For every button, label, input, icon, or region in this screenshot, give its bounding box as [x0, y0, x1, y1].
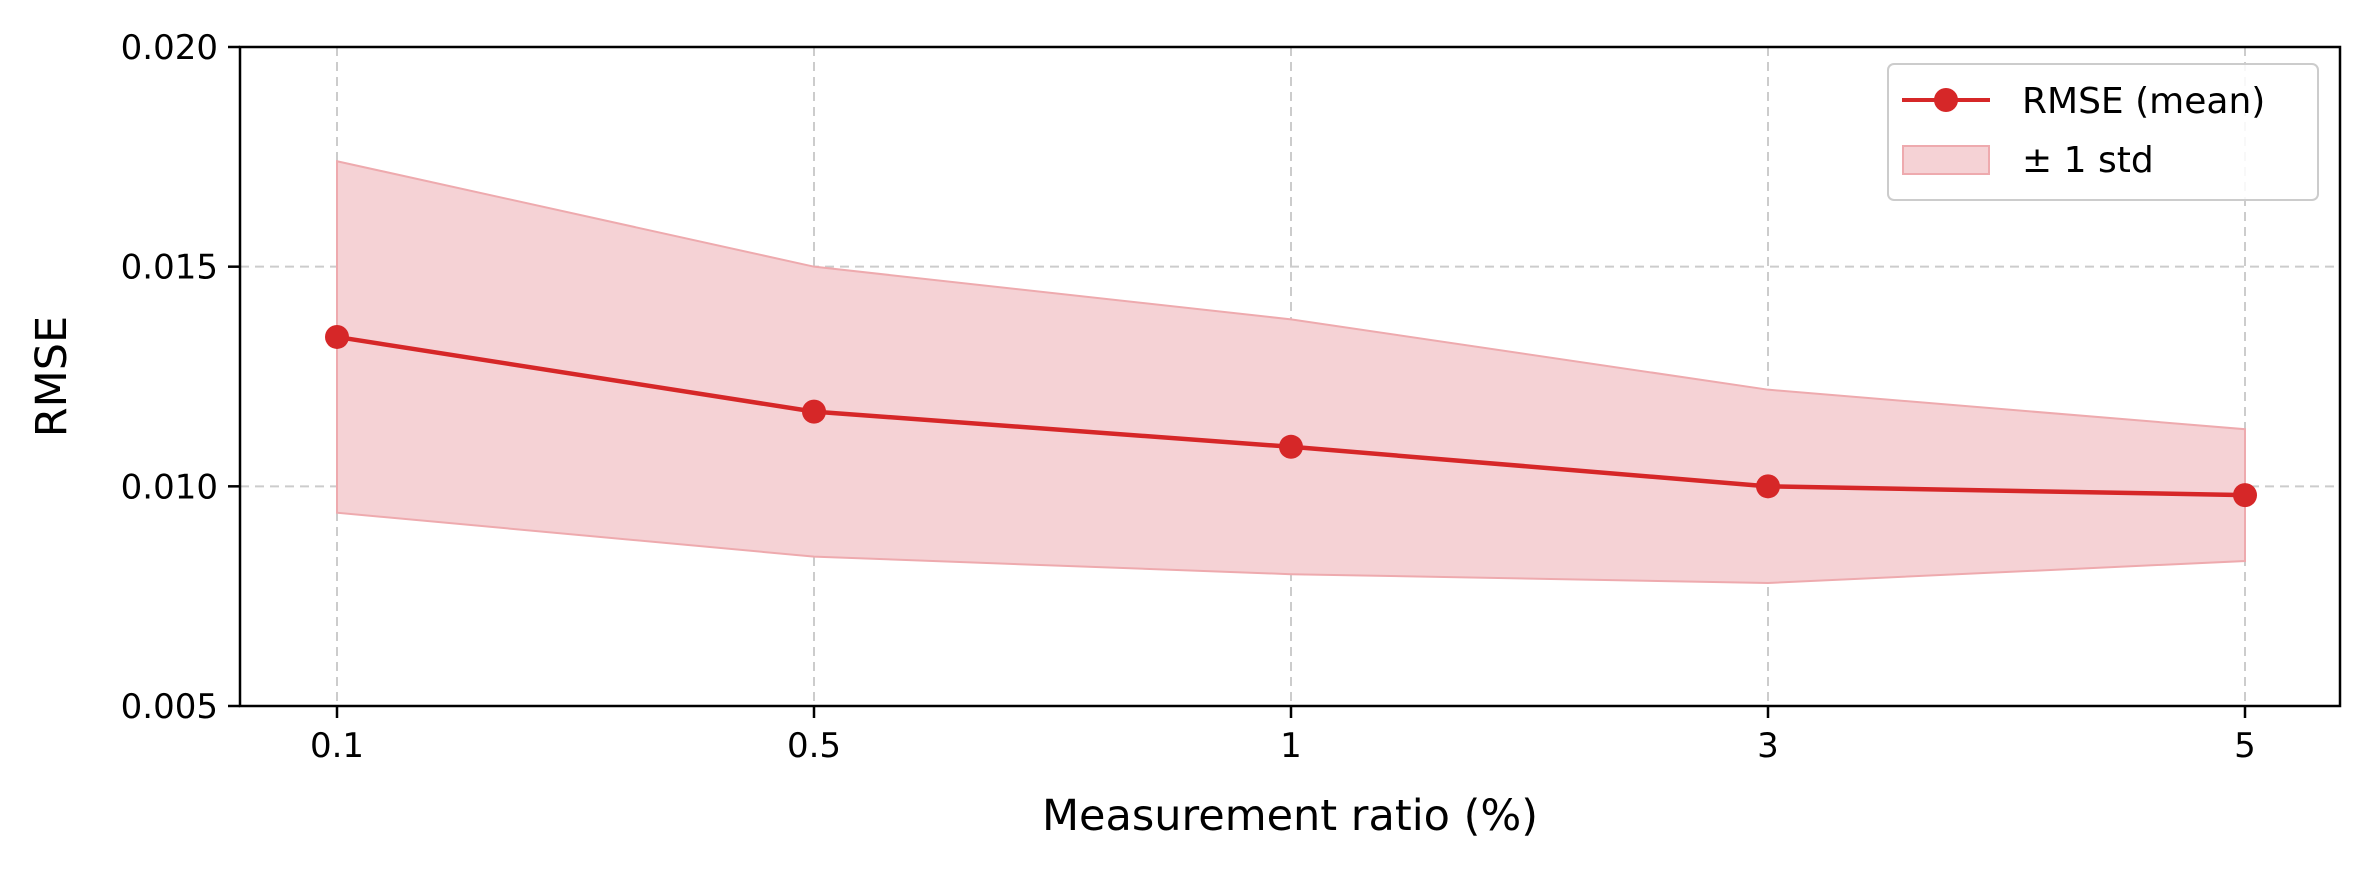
data-point	[325, 324, 349, 349]
legend-label-mean: RMSE (mean)	[2022, 81, 2265, 122]
x-tick-label: 5	[2234, 726, 2256, 766]
std-band-layer	[336, 159, 2246, 584]
data-points	[325, 324, 2257, 508]
data-point	[2233, 483, 2257, 508]
y-tick-label: 0.020	[121, 28, 218, 68]
legend: RMSE (mean) ± 1 std	[1887, 63, 2319, 201]
legend-marker-swatch	[1934, 88, 1958, 112]
x-axis-label: Measurement ratio (%)	[1042, 791, 1538, 841]
y-tick-label: 0.005	[121, 687, 218, 727]
axis-ticks: 0.1 0.5 1 3 5 0.005 0.010 0.015 0.020	[121, 28, 2256, 766]
y-tick-label: 0.010	[121, 467, 218, 507]
legend-label-std: ± 1 std	[2022, 140, 2154, 181]
data-point	[802, 399, 826, 424]
y-tick-label: 0.015	[121, 248, 218, 288]
legend-band-swatch	[1902, 145, 1990, 175]
std-band	[336, 159, 2246, 584]
data-point	[1756, 474, 1780, 499]
x-tick-label: 0.1	[310, 726, 364, 766]
y-axis-label: RMSE	[27, 316, 77, 437]
x-tick-label: 3	[1757, 726, 1779, 766]
legend-box	[1887, 63, 2319, 201]
data-point	[1279, 434, 1303, 459]
x-tick-label: 0.5	[787, 726, 841, 766]
x-tick-label: 1	[1280, 726, 1302, 766]
